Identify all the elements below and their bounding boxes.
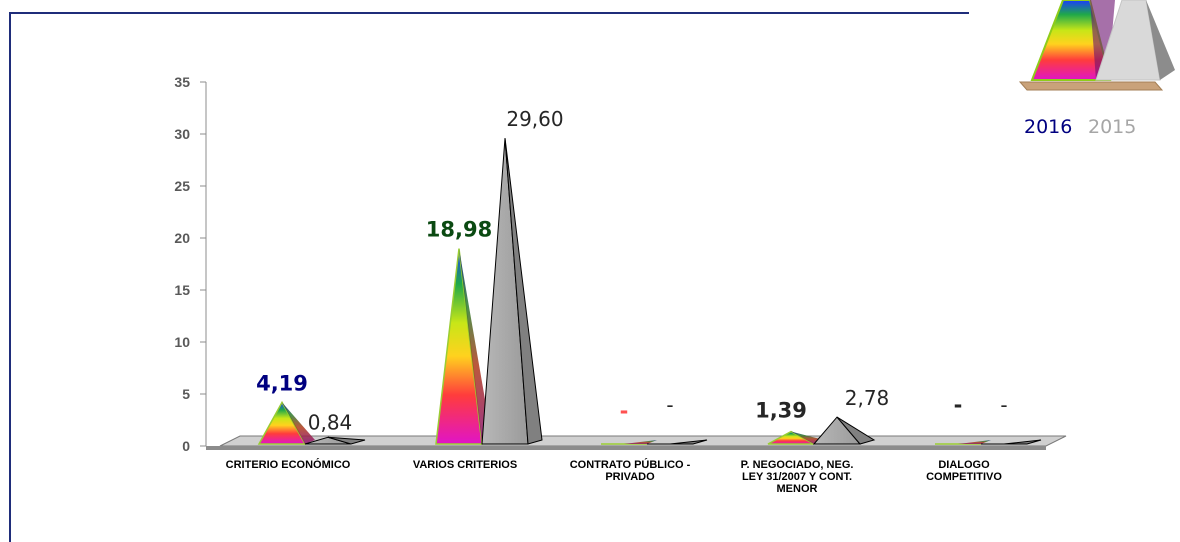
pyramid-series [257,138,1042,445]
frame-left-border [9,12,11,542]
y-tick-label: 35 [174,74,190,90]
legend-item-2016: 2016 [1024,116,1073,138]
category-label: LEY 31/2007 Y CONT. [742,471,852,483]
category-label: P. NEGOCIADO, NEG. [741,459,854,471]
pyramid-2016-1 [435,248,492,445]
category-label: DIALOGO [938,459,990,471]
y-tick-label: 0 [182,438,190,454]
category-labels: CRITERIO ECONÓMICO VARIOS CRITERIOS CONTRA… [226,458,1003,495]
y-tick-label: 5 [182,386,190,402]
legend-pyramid-icon [1018,0,1175,91]
data-label-2016: 1,39 [755,399,807,423]
pyramid-2016-3 [767,430,824,445]
data-label-2015: 2,78 [845,386,890,410]
pyramid-2015-2 [647,439,708,445]
y-tick-label: 25 [174,178,190,194]
category-label: MENOR [777,483,818,495]
pyramid-2015-1 [481,138,543,445]
category-label: COMPETITIVO [926,471,1002,483]
category-label: PRIVADO [605,471,655,483]
y-tick-label: 10 [174,334,190,350]
pyramid-2016-2 [601,440,657,445]
pyramid-side [669,439,708,445]
pyramid-side [791,431,824,444]
data-label-2015: - [666,393,673,417]
floor-front [206,446,1046,450]
pyramid-2016-0 [257,400,315,445]
data-label-2016: 4,19 [256,371,308,395]
pyramid-side [282,402,315,444]
pyramid-side [504,138,543,445]
category-label: VARIOS CRITERIOS [413,459,517,471]
pyramid-2015-0 [304,436,366,445]
data-label-2016: 18,98 [426,218,492,242]
data-label-2015: 0,84 [308,410,353,434]
pyramid-side [836,416,876,445]
pyramid-2015-3 [812,416,876,445]
y-axis: 0 5 10 15 20 25 30 35 [174,74,207,454]
frame-top-border [9,12,969,14]
y-tick-label: 30 [174,126,190,142]
y-tick-label: 15 [174,282,190,298]
data-labels: 4,19 18,98 - 1,39 - 0,84 29,60 - 2,78 - [256,107,1008,434]
category-label: CRITERIO ECONÓMICO [226,458,351,471]
legend-item-2015: 2015 [1088,116,1137,138]
data-label-2016: - [620,399,629,423]
data-label-2015: 29,60 [506,107,563,131]
pyramid-side [958,440,991,444]
pyramid-2016-4 [935,440,991,445]
category-label: CONTRATO PÚBLICO - [570,458,691,471]
pyramid-side [1003,439,1042,445]
pyramid-side [624,440,657,444]
pyramid-side [327,436,366,445]
pyramid-face [435,248,483,445]
data-label-2015: - [1000,393,1007,417]
data-label-2016: - [954,393,963,417]
pyramid-2015-4 [981,439,1042,445]
y-tick-label: 20 [174,230,190,246]
pyramid-side [459,248,492,444]
